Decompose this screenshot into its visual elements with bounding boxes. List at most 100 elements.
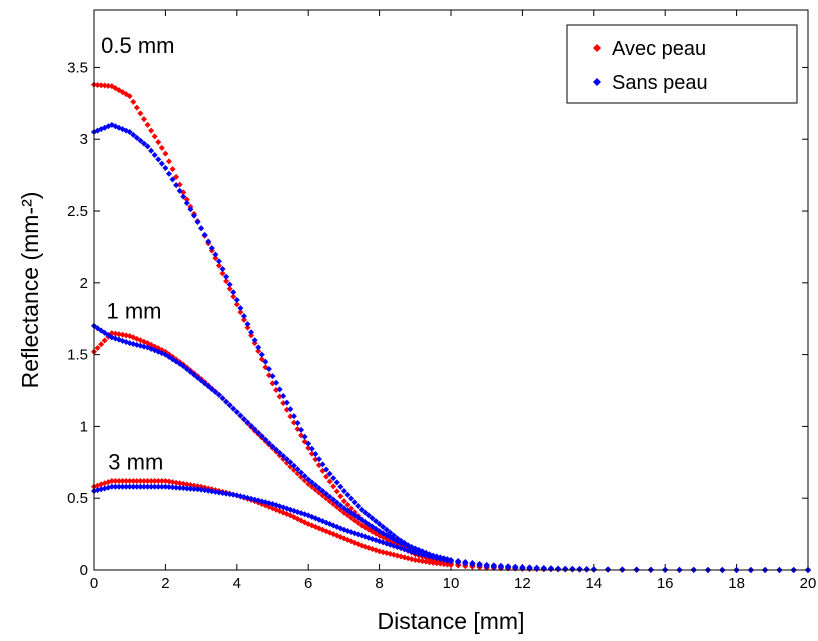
x-tick-label: 6 bbox=[304, 575, 312, 592]
data-point bbox=[526, 564, 533, 571]
data-point bbox=[162, 150, 169, 157]
data-point bbox=[305, 440, 312, 447]
data-point bbox=[240, 316, 247, 323]
y-axis-label: Reflectance (mm-²) bbox=[17, 192, 43, 389]
data-point bbox=[533, 564, 540, 571]
data-point bbox=[140, 483, 147, 490]
data-point bbox=[337, 493, 344, 500]
data-point bbox=[180, 363, 187, 370]
x-tick-label: 2 bbox=[161, 575, 169, 592]
data-point bbox=[180, 485, 187, 492]
data-point bbox=[376, 521, 383, 528]
x-tick-label: 20 bbox=[800, 575, 817, 592]
data-point bbox=[315, 485, 322, 492]
y-tick-label: 3.5 bbox=[67, 59, 88, 76]
data-point bbox=[448, 561, 454, 568]
data-point bbox=[190, 371, 197, 378]
data-point bbox=[162, 164, 169, 171]
data-point bbox=[212, 251, 219, 258]
data-point bbox=[158, 144, 165, 151]
data-point bbox=[348, 514, 355, 521]
data-point bbox=[112, 483, 119, 490]
data-point bbox=[240, 415, 247, 422]
data-point bbox=[112, 477, 119, 484]
data-point bbox=[205, 238, 212, 245]
data-point bbox=[265, 440, 272, 447]
data-point bbox=[540, 564, 547, 571]
data-point bbox=[351, 517, 358, 524]
data-point bbox=[130, 98, 137, 105]
data-point bbox=[173, 182, 180, 189]
data-point bbox=[237, 412, 244, 419]
data-point bbox=[133, 134, 140, 141]
data-point bbox=[130, 131, 137, 138]
data-point bbox=[94, 81, 101, 88]
data-point bbox=[358, 506, 365, 513]
legend-box bbox=[566, 24, 798, 104]
data-point bbox=[183, 365, 190, 372]
data-point bbox=[194, 218, 201, 225]
data-point bbox=[330, 496, 337, 503]
data-point bbox=[208, 245, 215, 252]
legend: Avec peau Sans peau bbox=[566, 24, 798, 104]
x-axis-label: Distance [mm] bbox=[378, 608, 525, 634]
data-point bbox=[165, 484, 172, 491]
data-point bbox=[244, 321, 251, 328]
data-point bbox=[98, 341, 105, 348]
data-point bbox=[198, 377, 205, 384]
data-point bbox=[180, 193, 187, 200]
data-point bbox=[194, 374, 201, 381]
data-point bbox=[287, 459, 294, 466]
data-point bbox=[440, 561, 447, 568]
data-point bbox=[151, 152, 158, 159]
data-point bbox=[258, 433, 265, 440]
data-point bbox=[137, 137, 144, 144]
data-point bbox=[483, 561, 490, 568]
data-point bbox=[290, 413, 297, 420]
data-point bbox=[169, 176, 176, 183]
data-point bbox=[219, 266, 226, 273]
data-point bbox=[230, 293, 237, 300]
curve-annotation: 1 mm bbox=[106, 299, 161, 324]
data-point bbox=[133, 104, 140, 111]
data-point bbox=[283, 456, 290, 463]
data-point bbox=[258, 351, 265, 358]
data-point bbox=[351, 499, 358, 506]
data-point bbox=[119, 477, 126, 484]
data-point bbox=[269, 373, 276, 380]
x-tick-label: 4 bbox=[233, 575, 241, 592]
data-point bbox=[280, 392, 287, 399]
data-point bbox=[230, 289, 237, 296]
data-point bbox=[137, 477, 144, 484]
data-point bbox=[205, 383, 212, 390]
data-point bbox=[276, 508, 283, 515]
data-point bbox=[158, 477, 165, 484]
data-point bbox=[151, 133, 158, 140]
data-point bbox=[123, 338, 130, 345]
data-point bbox=[287, 413, 294, 420]
data-point bbox=[280, 456, 287, 463]
data-point bbox=[476, 561, 483, 568]
data-point bbox=[148, 127, 155, 134]
data-point bbox=[283, 399, 290, 406]
data-point bbox=[319, 461, 326, 468]
y-tick-label: 2.5 bbox=[67, 203, 88, 220]
y-tick-label: 0.5 bbox=[67, 490, 88, 507]
data-point bbox=[223, 278, 230, 285]
data-point bbox=[330, 475, 337, 482]
data-point bbox=[201, 380, 208, 387]
data-point bbox=[248, 332, 255, 339]
data-point bbox=[219, 270, 226, 277]
data-point bbox=[323, 466, 330, 473]
data-point bbox=[326, 493, 333, 500]
data-point bbox=[387, 529, 394, 536]
data-point bbox=[215, 258, 222, 265]
data-point bbox=[298, 426, 305, 433]
data-point bbox=[433, 560, 440, 567]
data-point bbox=[326, 478, 333, 485]
data-point bbox=[148, 477, 155, 484]
x-tick-label: 16 bbox=[657, 575, 674, 592]
data-point bbox=[158, 160, 165, 167]
tick-labels: 0 2 4 6 8 10 12 14 16 18 20 0 0.5 1 1.5 2 2.5 3 3.5 bbox=[67, 59, 816, 592]
data-point bbox=[326, 470, 333, 477]
